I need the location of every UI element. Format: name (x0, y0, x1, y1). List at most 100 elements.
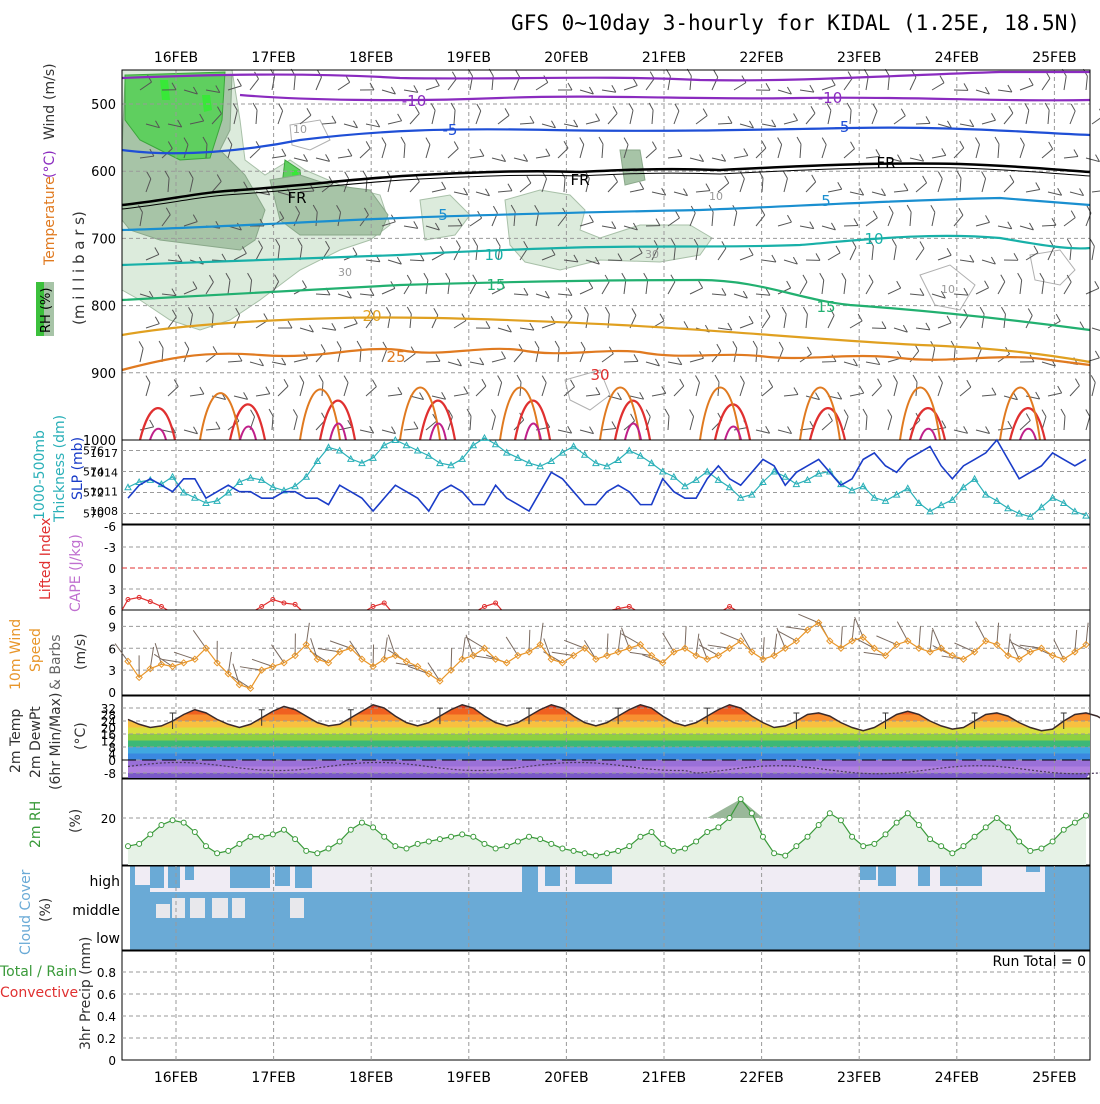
temp-tick-label-minor: 20 (101, 722, 116, 736)
rh2m-point (961, 844, 966, 849)
contour-label: 10 (293, 123, 307, 136)
pressure-tick-label: 600 (91, 165, 116, 180)
rh2m-point (1050, 839, 1055, 844)
rh2m-point (827, 811, 832, 816)
rh2m-point (682, 846, 687, 851)
rh2m-point (772, 851, 777, 856)
ylabel-rh: RH (%) (39, 288, 54, 333)
rh2m-point (916, 823, 921, 828)
rh2m-point (449, 834, 454, 839)
li-tick-label: 6 (108, 604, 116, 618)
contour-label: 20 (362, 307, 381, 325)
rh2m-point (504, 844, 509, 849)
pressure-tick-label: 800 (91, 300, 116, 315)
wind-tick-label: 9 (108, 620, 116, 634)
rh2m-point (939, 844, 944, 849)
li-tick-label: 3 (108, 583, 116, 597)
rh2m-point (950, 851, 955, 856)
rh2m-point (760, 834, 765, 839)
contour-label: 10 (484, 246, 503, 264)
rh2m-point (805, 834, 810, 839)
rh2m-point (716, 825, 721, 830)
contour-label: 25 (386, 348, 405, 366)
pressure-tick-label: 700 (91, 232, 116, 247)
wind-barb (1042, 225, 1056, 226)
rh2m-point (371, 825, 376, 830)
ylabel-wind10m: 10m Wind (8, 619, 24, 690)
rh2m-point (315, 851, 320, 856)
rh2m-point (126, 844, 131, 849)
cloud-level-middle: middle (72, 903, 120, 919)
ylabel-wind: Wind (42, 105, 58, 140)
rh2m-point (460, 832, 465, 837)
li-tick-label: 0 (108, 562, 116, 576)
rh2m-point (248, 834, 253, 839)
cloud-middle-gap (190, 898, 205, 918)
cloud-high-block (295, 866, 312, 888)
bottom-date-label: 17FEB (251, 1070, 295, 1086)
rh2m-point (582, 851, 587, 856)
cloud-high-block (230, 866, 270, 888)
slp-tick-label: 1014 (90, 466, 118, 479)
rh2m-point (727, 815, 732, 820)
rh2m-point (215, 851, 220, 856)
rh2m-point (237, 841, 242, 846)
rh2m-point (605, 851, 610, 856)
cloud-high-block (860, 866, 876, 880)
contour-label: 5 (821, 192, 831, 210)
rh2m-point (404, 846, 409, 851)
chart-title: GFS 0~10day 3-hourly for KIDAL (1.25E, 1… (511, 11, 1080, 35)
rh2m-point (994, 815, 999, 820)
wind-barb (624, 361, 638, 362)
precip-tick-label: 0.6 (97, 988, 116, 1002)
rh2m-panel: 20 2m RH (%) (28, 779, 1090, 865)
rh2m-point (304, 848, 309, 853)
top-date-label: 24FEB (935, 50, 979, 66)
rh2m-point (382, 834, 387, 839)
contour-label: 30 (645, 248, 659, 261)
pressure-tick-label: 500 (91, 98, 116, 113)
rh2m-point (159, 823, 164, 828)
rh2m-point (883, 832, 888, 837)
cloud-middle-gap (156, 904, 170, 918)
bottom-date-label: 24FEB (935, 1070, 979, 1086)
rh2m-point (471, 834, 476, 839)
precip-panel: 0.80.60.40.20 Run Total = 0 Total / Rain… (0, 937, 1090, 1068)
contour-label: -5 (443, 121, 458, 139)
contour-label: FR (287, 189, 306, 207)
precip-tick-label: 0 (108, 1054, 116, 1068)
rh2m-point (571, 848, 576, 853)
pressure-tick-label: 900 (91, 367, 116, 382)
ylabel-thickness-2: Thickness (dm) (52, 415, 68, 523)
run-total: Run Total = 0 (992, 954, 1086, 970)
rh2m-point (482, 841, 487, 846)
bottom-date-label: 21FEB (642, 1070, 686, 1086)
contour-label: -10 (818, 89, 843, 107)
cloud-high-block (575, 866, 612, 884)
rh2m-point (137, 841, 142, 846)
temp-band (122, 754, 1090, 761)
ylabel-lifted-index: Lifted Index (38, 518, 54, 600)
cloud-panel: high middle low Cloud Cover (%) (18, 866, 1090, 955)
rh2m-point (148, 832, 153, 837)
rh2m-point (705, 830, 710, 835)
cloud-middle-gap (212, 898, 228, 918)
cloud-level-high: high (89, 874, 120, 890)
rh2m-point (281, 827, 286, 832)
rh2m-point (326, 846, 331, 851)
ylabel-rh2m: 2m RH (28, 801, 44, 848)
temp-band (122, 760, 1090, 767)
ylabel-wind-unit: (m/s) (42, 63, 58, 100)
temp-tick-label-minor: 4 (108, 748, 116, 762)
cloud-high-block (878, 866, 896, 886)
rh2m-point (337, 839, 342, 844)
cloud-high-block (150, 866, 164, 888)
rh2m-point (928, 837, 933, 842)
cloud-high-block (1045, 866, 1090, 892)
rh2m-point (415, 841, 420, 846)
wind-tick-label: 0 (108, 686, 116, 700)
top-date-label: 17FEB (251, 50, 295, 66)
